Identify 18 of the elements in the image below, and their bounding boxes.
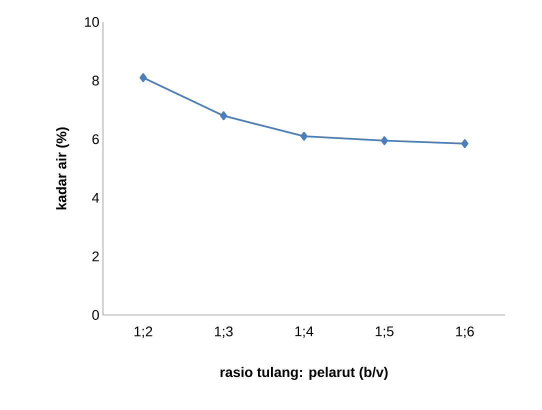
x-tick-label: 1;5: [376, 326, 394, 338]
y-axis-title: kadar air (%): [56, 127, 70, 210]
point: [300, 132, 308, 141]
x-tick-label: 1;4: [295, 326, 314, 338]
point: [140, 73, 147, 82]
x-tick-label: 1;6: [456, 326, 474, 338]
point: [220, 111, 228, 120]
y-tick-label: 8: [92, 76, 99, 86]
x-tick-label: 1;3: [214, 326, 233, 338]
point: [461, 139, 468, 148]
x-axis-title: rasio tulang: pelarut (b/v): [220, 366, 388, 380]
y-tick-label: 0: [92, 310, 99, 320]
y-tick-label: 4: [92, 193, 100, 203]
point: [380, 136, 388, 146]
y-tick-label: 2: [92, 252, 99, 262]
x-tick-label: 1;2: [134, 326, 152, 338]
y-tick-label: 6: [92, 134, 99, 144]
y-tick-label: 10: [85, 17, 99, 27]
